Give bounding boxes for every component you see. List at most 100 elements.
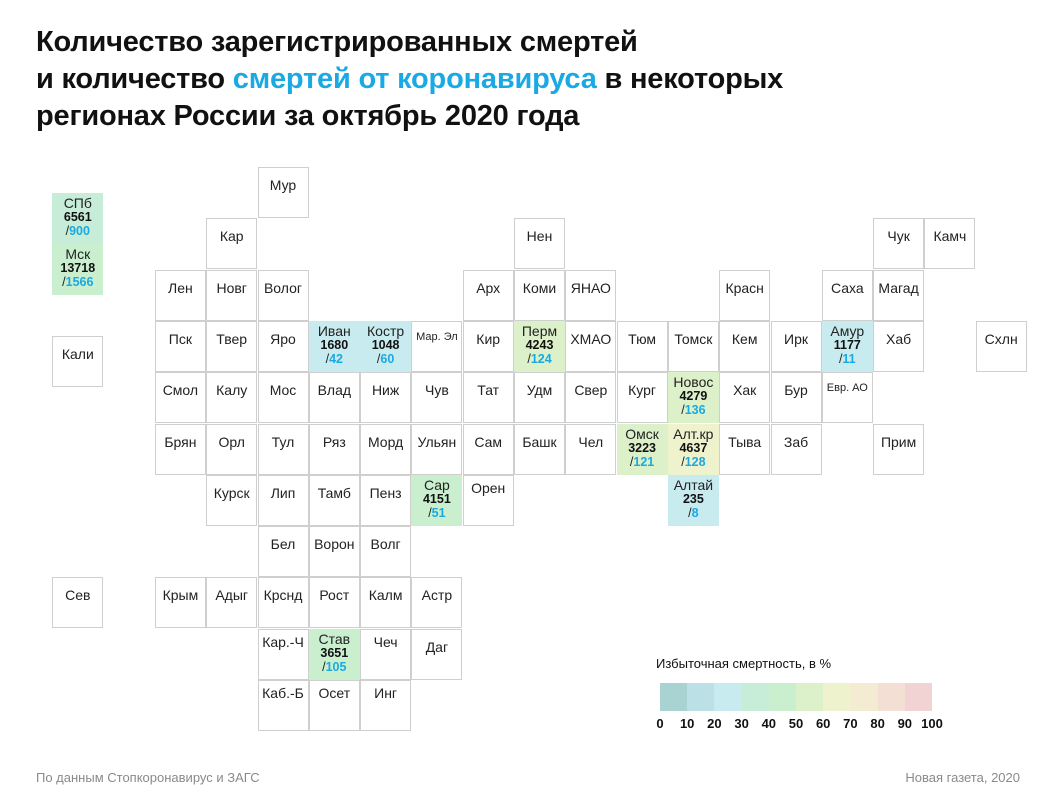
region-tile: Заб: [770, 423, 822, 475]
region-tile: Камч: [924, 218, 976, 270]
region-tile: Осет: [308, 680, 360, 731]
registered-deaths-value: 1048: [371, 337, 400, 352]
legend-tick-label: 30: [734, 716, 749, 731]
region-tile: СПб 6561/900: [52, 192, 104, 244]
title-line-2-accent: смертей от коронавируса: [232, 63, 597, 95]
legend-tick-label: 20: [707, 716, 722, 731]
region-name: Схлн: [984, 330, 1018, 347]
region-name: Чук: [887, 228, 910, 245]
legend-swatch: [850, 683, 878, 711]
region-name: Томск: [674, 330, 713, 347]
legend-swatch: [768, 683, 796, 711]
covid-deaths-line: /8: [688, 505, 699, 520]
registered-deaths-value: 4151: [422, 491, 451, 506]
region-name: Мур: [269, 177, 297, 193]
region-name: Морд: [367, 433, 404, 450]
region-name: Заб: [783, 433, 809, 450]
legend-title: Избыточная смертность, в %: [656, 656, 832, 671]
region-tile: Бур: [770, 372, 822, 424]
region-tile: Арх: [462, 269, 514, 321]
region-name: Хаб: [886, 330, 912, 347]
region-name: Ворон: [314, 536, 355, 553]
region-tile: Коми: [514, 269, 565, 321]
region-name: Влад: [317, 382, 352, 399]
region-tile: Смол: [154, 372, 206, 424]
region-name: Коми: [522, 279, 557, 296]
region-name: Смол: [162, 382, 199, 399]
region-name: Курск: [213, 484, 250, 501]
region-name: Орен: [471, 479, 506, 496]
region-tile: Став 3651/105: [308, 628, 360, 680]
registered-deaths-value: 3651: [320, 645, 349, 660]
region-tile: Кар: [206, 218, 258, 270]
region-name: Тыва: [728, 433, 762, 450]
region-tile: Мск 13718/1566: [52, 243, 104, 295]
region-tile: Морд: [360, 423, 412, 475]
region-tile: ХМАО: [565, 320, 617, 372]
region-tile: Кург: [616, 372, 668, 424]
region-name: Чел: [578, 433, 604, 450]
region-name: Лип: [270, 484, 296, 501]
region-name: Прим: [880, 433, 917, 450]
covid-deaths-value: 136: [684, 403, 706, 418]
region-name: Кар.-Ч: [262, 633, 304, 650]
legend-tick-label: 40: [761, 716, 777, 731]
region-name: Калу: [216, 382, 248, 399]
covid-deaths-value: 11: [842, 351, 856, 366]
registered-deaths-value: 4279: [679, 389, 708, 404]
region-tile: Башк: [514, 423, 565, 475]
title-line-2: и количество смертей от коронавируса в н…: [36, 61, 936, 98]
covid-deaths-value: 105: [325, 659, 347, 674]
covid-deaths-value: 51: [431, 505, 446, 520]
chart-title: Количество зарегистрированных смертей и …: [36, 24, 936, 135]
region-tile: Иван 1680/42: [308, 320, 360, 372]
legend-swatch: [823, 683, 851, 711]
region-tile: Ниж: [360, 372, 412, 424]
registered-deaths-value: 1680: [320, 337, 349, 352]
region-name: Кем: [731, 330, 758, 347]
region-name: Бел: [270, 536, 296, 553]
region-name: Алт.кр: [673, 425, 714, 442]
region-tile: Магад: [873, 269, 925, 321]
covid-deaths-line: /128: [681, 454, 706, 469]
region-name: Ряз: [322, 433, 346, 450]
region-name: Сев: [65, 587, 91, 604]
region-tile: Чув: [411, 372, 463, 424]
covid-deaths-value: 42: [329, 351, 343, 366]
region-name: СПб: [63, 194, 92, 211]
region-tile: Инг: [360, 680, 412, 731]
region-name: Бур: [784, 382, 808, 399]
region-name: Пенз: [369, 484, 402, 501]
legend-swatch: [687, 683, 715, 711]
region-name: Астр: [421, 587, 453, 604]
region-name: Хак: [733, 382, 757, 399]
legend-tick-label: 60: [815, 716, 831, 731]
region-tile: Новг: [206, 269, 258, 321]
region-name: Арх: [476, 279, 501, 296]
region-tile: Бел: [257, 526, 309, 578]
region-name: Амур: [830, 322, 865, 339]
region-name: Осет: [318, 685, 351, 701]
region-name: ХМАО: [570, 330, 612, 347]
region-tile: Схлн: [975, 320, 1027, 372]
source-note: По данным Стопкоронавирус и ЗАГС: [36, 770, 260, 785]
region-name: Кург: [628, 382, 657, 399]
region-name: Кир: [476, 330, 501, 347]
legend-tick-label: 0: [656, 716, 664, 731]
region-tile: Томск: [667, 320, 719, 372]
region-tile: Брян: [154, 423, 206, 475]
region-tile: Влад: [308, 372, 360, 424]
region-name: Даг: [425, 638, 449, 655]
region-tile: Кали: [52, 336, 104, 388]
legend-swatch: [660, 683, 688, 711]
region-tile: Хаб: [873, 320, 925, 372]
region-tile: Тул: [257, 423, 309, 475]
region-name: Иван: [317, 322, 351, 339]
title-line-2-post: в некоторых: [596, 63, 784, 95]
title-line-1: Количество зарегистрированных смертей: [36, 26, 638, 58]
region-tile: Тамб: [308, 474, 360, 526]
region-name: Брян: [164, 433, 197, 450]
covid-deaths-line: /124: [527, 351, 552, 366]
region-name: Став: [318, 630, 351, 647]
region-name: Удм: [526, 382, 553, 399]
